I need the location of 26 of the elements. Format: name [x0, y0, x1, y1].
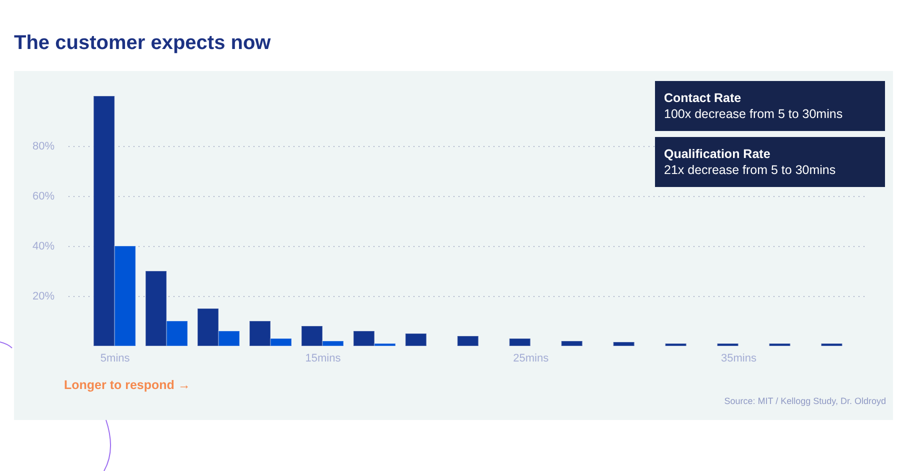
bar	[716, 343, 739, 346]
bar	[768, 343, 791, 346]
bar	[404, 333, 427, 346]
source-note: Source: MIT / Kellogg Study, Dr. Oldroyd	[724, 396, 886, 406]
bar	[508, 338, 531, 346]
x-tick-label: 25mins	[513, 352, 550, 364]
bar	[664, 343, 687, 346]
y-tick-label: 20%	[32, 290, 55, 302]
y-tick-label: 40%	[32, 240, 55, 252]
text-box: Qualification Rate 21x decrease from 5 to 30mins	[655, 137, 885, 187]
text: Longer to respond →	[64, 378, 190, 392]
chart-title: The customer expects now	[14, 32, 271, 55]
text-box: Contact Rate 100x decrease from 5 to 30mins	[655, 81, 885, 131]
annotation: Contact Rate	[664, 90, 742, 106]
annotation: 21x decrease from 5 to 30mins	[664, 163, 836, 177]
bar	[456, 336, 479, 346]
x-tick-label: 15mins	[305, 352, 342, 364]
bar	[820, 343, 843, 346]
annotation: 100x decrease from 5 to 30mins	[664, 107, 843, 121]
y-tick-label: 80%	[32, 140, 55, 152]
bar	[612, 342, 635, 346]
x-tick-label: 35mins	[721, 352, 757, 364]
x-tick-label: 5mins	[100, 352, 130, 364]
bar	[560, 340, 583, 346]
y-tick-label: 60%	[32, 190, 55, 202]
annotation: Qualification Rate	[664, 146, 772, 162]
